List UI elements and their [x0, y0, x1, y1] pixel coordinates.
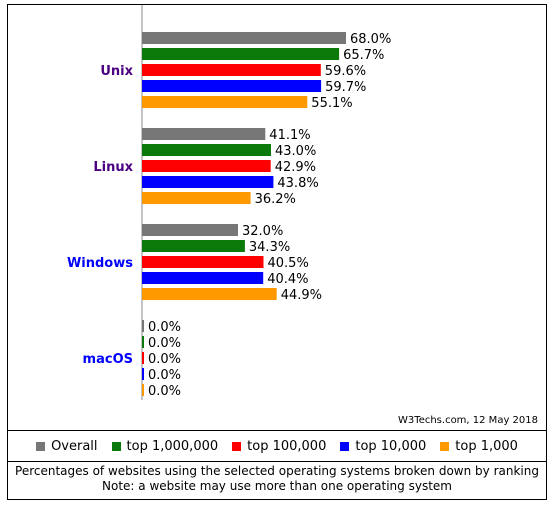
bar-chart: Unix68.0%65.7%59.6%59.7%55.1%Linux41.1%4… [67, 5, 391, 400]
chart-caption: Percentages of websites using the select… [8, 464, 546, 494]
value-label-linux-2: 42.9% [275, 160, 316, 175]
category-label-macos: macOS [83, 352, 133, 367]
value-label-unix-1: 65.7% [343, 48, 384, 63]
legend-swatch-3 [340, 441, 350, 451]
value-label-windows-4: 44.9% [281, 288, 322, 303]
legend-item-0: Overall [36, 438, 98, 454]
legend-label-2: top 100,000 [247, 438, 327, 454]
value-label-linux-0: 41.1% [269, 128, 310, 143]
legend-label-0: Overall [51, 438, 98, 454]
value-label-macos-1: 0.0% [148, 336, 181, 351]
value-label-linux-1: 43.0% [275, 144, 316, 159]
legend-item-4: top 1,000 [440, 439, 518, 454]
value-label-linux-3: 43.8% [277, 176, 318, 191]
legend-label-4: top 1,000 [455, 438, 518, 454]
chart-frame: Unix 68.0% 65.7% 59.6% 59.7% 55.1% Linux 41.1% 4… [7, 4, 547, 500]
category-label-unix: Unix [100, 64, 133, 79]
value-label-macos-2: 0.0% [148, 352, 181, 367]
bar-macos-1 [142, 336, 144, 348]
source-note: W3Techs.com, 12 May 2018 [398, 415, 538, 426]
bar-macos-2 [142, 352, 144, 364]
legend: Overall top 1,000,000 top 100,000 top 10,00… [8, 430, 546, 462]
legend-swatch-0 [36, 441, 46, 451]
bar-macos-4 [142, 384, 144, 396]
bar-linux-4 [142, 192, 251, 204]
value-label-macos-4: 0.0% [148, 384, 181, 399]
value-label-windows-3: 40.4% [267, 272, 308, 287]
bar-unix-0 [142, 32, 346, 44]
bar-windows-1 [142, 240, 245, 252]
bar-linux-0 [142, 128, 266, 140]
bar-unix-1 [142, 48, 340, 60]
value-label-linux-4: 36.2% [255, 192, 296, 207]
value-label-unix-4: 55.1% [311, 96, 352, 111]
value-label-macos-0: 0.0% [148, 320, 181, 335]
bar-windows-2 [142, 256, 264, 268]
legend-swatch-1 [111, 441, 121, 451]
value-label-windows-1: 34.3% [249, 240, 290, 255]
value-label-windows-2: 40.5% [268, 256, 309, 271]
legend-swatch-4 [440, 441, 450, 451]
legend-swatch-2 [232, 441, 242, 451]
bar-macos-0 [142, 320, 144, 332]
value-label-macos-3: 0.0% [148, 368, 181, 383]
bar-unix-4 [142, 96, 308, 108]
value-label-unix-3: 59.7% [325, 80, 366, 95]
category-label-linux: Linux [93, 160, 133, 175]
bar-linux-3 [142, 176, 274, 188]
caption-line-2: Note: a website may use more than one op… [102, 479, 452, 493]
legend-label-1: top 1,000,000 [126, 438, 219, 454]
legend-item-1: top 1,000,000 [111, 438, 219, 454]
bar-windows-0 [142, 224, 238, 236]
value-label-unix-0: 68.0% [350, 32, 391, 47]
bar-unix-3 [142, 80, 322, 92]
bar-linux-1 [142, 144, 271, 156]
bar-windows-3 [142, 272, 264, 284]
caption-line-1: Percentages of websites using the select… [15, 464, 539, 478]
bar-linux-2 [142, 160, 271, 172]
bar-macos-3 [142, 368, 144, 380]
category-label-windows: Windows [67, 256, 133, 271]
legend-item-2: top 100,000 [232, 439, 326, 454]
value-label-windows-0: 32.0% [242, 224, 283, 239]
bar-windows-4 [142, 288, 277, 300]
legend-label-3: top 10,000 [355, 438, 427, 454]
value-label-unix-2: 59.6% [325, 64, 366, 79]
bar-unix-2 [142, 64, 321, 76]
legend-item-3: top 10,000 [340, 439, 426, 454]
